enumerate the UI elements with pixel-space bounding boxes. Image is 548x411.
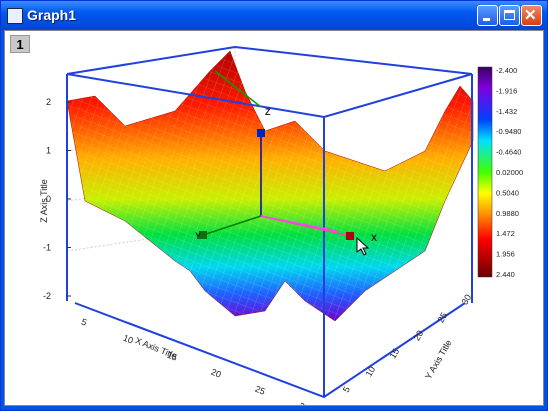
z-tick-label: -1 [43,243,51,253]
surface-plot: Z Axis Title X Axis Title Y Axis Title 2… [39,45,523,405]
app-icon [7,8,23,24]
z-axis-title: Z Axis Title [39,179,49,223]
y-tick-label: 5 [341,385,352,394]
z-tick-label: 1 [46,146,51,156]
gizmo [199,70,354,240]
y-axis-title: Y Axis Title [423,338,454,381]
minimize-button[interactable] [477,5,498,26]
colorbar-label: -1.432 [496,107,517,116]
gizmo-label: X [371,233,377,243]
colorbar-label: 0.5040 [496,188,519,197]
graph-area: 1 [4,30,544,406]
x-tick-label: 20 [210,367,223,380]
x-tick-label: 15 [166,350,179,363]
layer-tab[interactable]: 1 [10,35,30,53]
y-tick-label: 10 [364,365,378,379]
colorbar-label: 0.02000 [496,168,523,177]
y-tick-label: 25 [436,311,450,325]
colorbar-label: 2.440 [496,270,515,279]
colorbar-label: -1.916 [496,86,517,95]
z-tick-label: 0 [46,194,51,204]
x-tick-label: 5 [80,317,88,328]
colorbar-label: -2.400 [496,66,517,75]
colorbar-label: 1.956 [496,250,515,259]
x-tick-label: 25 [254,384,267,397]
z-tick-label: -2 [43,291,51,301]
y-tick-label: 15 [388,347,402,361]
colorbar [477,66,493,278]
title-bar: Graph1 ✕ [1,1,547,30]
colorbar-label: 0.9880 [496,209,519,218]
z-tick-label: 2 [46,97,51,107]
window-title: Graph1 [27,7,77,23]
surface-mesh [67,51,473,321]
gizmo-label: Z [265,107,271,117]
colorbar-label: 1.472 [496,229,515,238]
colorbar-label: -0.9480 [496,127,521,136]
axis-box [66,45,473,399]
y-tick-label: 30 [460,293,474,307]
maximize-button[interactable] [499,5,520,26]
gizmo-label: Y [195,231,201,241]
close-button[interactable]: ✕ [521,5,542,26]
y-tick-label: 20 [412,329,426,343]
colorbar-label: -0.4640 [496,148,521,157]
mouse-cursor [356,236,370,256]
x-tick-label: 30 [298,401,311,405]
x-tick-label: 10 [122,333,135,346]
